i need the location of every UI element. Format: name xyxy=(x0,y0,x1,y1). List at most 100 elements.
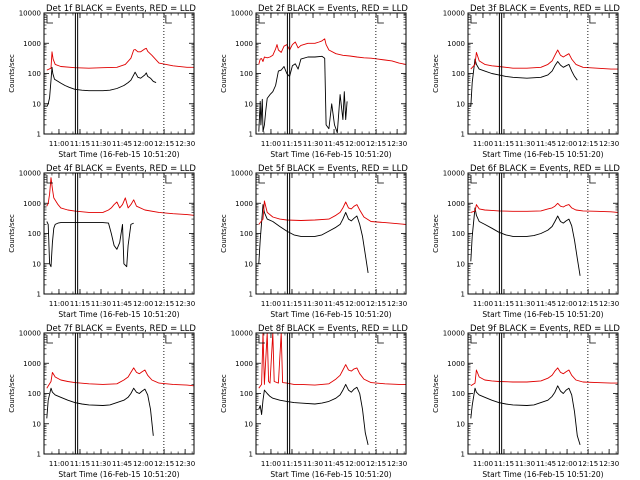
y-tick-label: 1000 xyxy=(235,360,253,368)
panel-4: Det 4f BLACK = Events, RED = LLD Counts/s… xyxy=(8,164,196,319)
x-axis-label: Start Time (16-Feb-15 10:51:20) xyxy=(58,310,179,319)
x-tick-label: 11:15 xyxy=(70,140,90,148)
y-tick-label: 10 xyxy=(456,100,465,108)
x-axis-label: Start Time (16-Feb-15 10:51:20) xyxy=(58,150,179,159)
x-tick-label: 11:15 xyxy=(70,460,90,468)
x-tick-label: 11:45 xyxy=(324,140,344,148)
x-axis-label: Start Time (16-Feb-15 10:51:20) xyxy=(270,470,391,479)
y-tick-label: 100 xyxy=(452,230,465,238)
y-tick-label: 10 xyxy=(32,260,41,268)
series-line-red xyxy=(46,47,194,71)
series-line-red xyxy=(258,333,406,389)
y-axis-label: Counts/sec xyxy=(220,214,228,253)
range-marker-end xyxy=(589,335,596,344)
y-tick-label: 100 xyxy=(28,390,41,398)
panel-title: Det 6f BLACK = Events, RED = LLD xyxy=(470,164,620,174)
panel-title: Det 5f BLACK = Events, RED = LLD xyxy=(258,164,408,174)
panel-plot-area xyxy=(46,13,194,134)
panel-2: Det 2f BLACK = Events, RED = LLD Counts/s… xyxy=(220,4,408,159)
panel-frame xyxy=(43,12,195,135)
x-tick-label: 11:30 xyxy=(515,460,535,468)
panel-title: Det 3f BLACK = Events, RED = LLD xyxy=(470,4,620,14)
y-tick-label: 100 xyxy=(28,230,41,238)
range-marker-start xyxy=(470,335,477,344)
series-line-red xyxy=(470,202,618,213)
y-tick-label: 10000 xyxy=(231,330,253,338)
range-marker-start xyxy=(470,15,477,24)
x-tick-label: 11:30 xyxy=(515,300,535,308)
series-line-black xyxy=(258,55,348,134)
y-tick-label: 100 xyxy=(452,70,465,78)
panel-8: Det 8f BLACK = Events, RED = LLD Counts/s… xyxy=(220,324,408,479)
x-tick-label: 12:30 xyxy=(387,300,407,308)
x-tick-label: 11:15 xyxy=(70,300,90,308)
x-tick-label: 11:30 xyxy=(303,140,323,148)
x-tick-label: 11:00 xyxy=(261,300,281,308)
x-tick-label: 12:00 xyxy=(345,300,365,308)
x-tick-label: 12:15 xyxy=(578,460,598,468)
panel-plot-area xyxy=(46,333,194,454)
x-axis-label: Start Time (16-Feb-15 10:51:20) xyxy=(482,150,603,159)
panel-plot-area xyxy=(258,13,406,134)
x-tick-label: 12:15 xyxy=(578,300,598,308)
panel-frame xyxy=(43,172,195,295)
x-tick-label: 12:00 xyxy=(345,140,365,148)
panel-frame xyxy=(43,332,195,455)
series-line-red xyxy=(46,367,194,389)
series-line-red xyxy=(258,200,406,225)
x-tick-label: 11:15 xyxy=(494,140,514,148)
y-tick-label: 10000 xyxy=(19,170,41,178)
x-tick-label: 11:00 xyxy=(473,300,493,308)
y-tick-label: 100 xyxy=(240,70,253,78)
x-tick-label: 11:00 xyxy=(261,460,281,468)
y-tick-label: 1 xyxy=(461,451,465,459)
x-tick-label: 11:45 xyxy=(536,140,556,148)
panel-frame xyxy=(255,332,407,455)
y-axis-label: Counts/sec xyxy=(8,54,16,93)
x-tick-label: 11:30 xyxy=(515,140,535,148)
x-tick-label: 11:45 xyxy=(112,460,132,468)
x-tick-label: 11:45 xyxy=(112,300,132,308)
y-tick-label: 1 xyxy=(37,451,41,459)
y-tick-label: 1000 xyxy=(23,360,41,368)
y-tick-label: 1000 xyxy=(235,200,253,208)
panels-group: Det 1f BLACK = Events, RED = LLD Counts/s… xyxy=(8,4,620,479)
panel-title: Det 2f BLACK = Events, RED = LLD xyxy=(258,4,408,14)
series-line-black xyxy=(46,387,154,436)
x-tick-label: 11:30 xyxy=(303,300,323,308)
x-tick-label: 12:15 xyxy=(154,300,174,308)
range-marker-start xyxy=(258,15,265,24)
x-tick-label: 12:00 xyxy=(133,300,153,308)
x-tick-label: 11:45 xyxy=(324,300,344,308)
y-tick-label: 10000 xyxy=(231,170,253,178)
x-tick-label: 12:00 xyxy=(557,460,577,468)
panel-plot-area xyxy=(470,333,618,454)
x-tick-label: 11:15 xyxy=(494,460,514,468)
panel-plot-area xyxy=(46,173,194,294)
y-tick-label: 10 xyxy=(32,420,41,428)
series-line-black xyxy=(470,385,581,446)
y-tick-label: 1 xyxy=(249,131,253,139)
range-marker-end xyxy=(165,15,172,24)
x-tick-label: 12:15 xyxy=(366,140,386,148)
range-marker-start xyxy=(46,335,53,344)
x-tick-label: 12:00 xyxy=(133,460,153,468)
panel-5: Det 5f BLACK = Events, RED = LLD Counts/s… xyxy=(220,164,408,319)
x-tick-label: 11:30 xyxy=(91,460,111,468)
y-axis-label: Counts/sec xyxy=(432,374,440,413)
x-tick-label: 12:15 xyxy=(366,460,386,468)
x-tick-label: 11:30 xyxy=(91,140,111,148)
x-tick-label: 11:45 xyxy=(536,460,556,468)
series-line-black xyxy=(470,207,581,276)
x-tick-label: 11:15 xyxy=(494,300,514,308)
x-tick-label: 11:00 xyxy=(473,140,493,148)
y-tick-label: 1 xyxy=(249,291,253,299)
x-tick-label: 11:00 xyxy=(49,460,69,468)
x-tick-label: 12:30 xyxy=(175,460,195,468)
y-tick-label: 10 xyxy=(456,420,465,428)
y-tick-label: 10 xyxy=(32,100,41,108)
x-tick-label: 12:15 xyxy=(154,460,174,468)
y-tick-label: 10000 xyxy=(19,10,41,18)
panel-1: Det 1f BLACK = Events, RED = LLD Counts/s… xyxy=(8,4,196,159)
